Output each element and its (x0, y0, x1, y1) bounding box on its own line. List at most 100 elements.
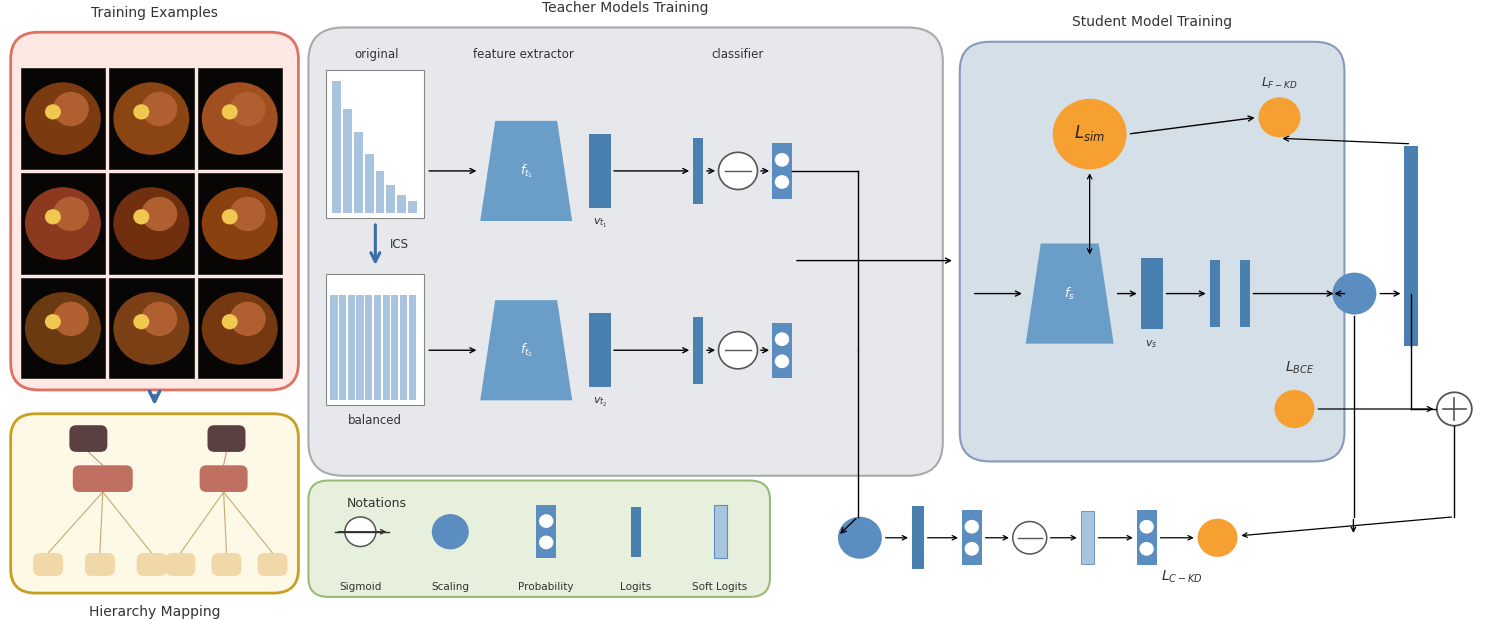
Bar (347, 295, 355, 401)
Bar (330, 295, 337, 401)
Circle shape (202, 187, 278, 260)
Circle shape (221, 314, 238, 329)
Circle shape (1332, 273, 1377, 314)
Polygon shape (1026, 244, 1114, 343)
Bar (198, 174, 282, 273)
Bar (365, 295, 373, 401)
Circle shape (838, 517, 882, 559)
Text: Scaling: Scaling (431, 582, 469, 591)
Text: Logits: Logits (621, 582, 652, 591)
Bar (365, 154, 374, 213)
Bar (590, 134, 612, 208)
Circle shape (141, 197, 177, 231)
Bar (386, 185, 395, 213)
Circle shape (113, 82, 189, 155)
Bar (327, 71, 425, 218)
Circle shape (432, 514, 469, 549)
Circle shape (25, 82, 101, 155)
Bar (391, 295, 398, 401)
Circle shape (1258, 97, 1301, 138)
Bar (343, 108, 352, 213)
FancyBboxPatch shape (10, 414, 298, 593)
Circle shape (539, 536, 554, 549)
Bar (374, 295, 382, 401)
Circle shape (221, 104, 238, 120)
Text: $v_s$: $v_s$ (1145, 339, 1158, 350)
Circle shape (965, 520, 979, 534)
Text: feature extractor: feature extractor (472, 48, 573, 61)
Bar (21, 68, 105, 169)
Bar (772, 143, 792, 198)
Text: ICS: ICS (391, 239, 410, 252)
Circle shape (775, 153, 789, 167)
Circle shape (1053, 99, 1127, 169)
Bar (1140, 258, 1163, 329)
Text: balanced: balanced (349, 414, 402, 427)
FancyBboxPatch shape (70, 425, 107, 452)
FancyBboxPatch shape (959, 42, 1344, 461)
Circle shape (53, 302, 89, 336)
Bar (962, 510, 982, 565)
Circle shape (113, 292, 189, 365)
Text: Hierarchy Mapping: Hierarchy Mapping (89, 606, 220, 619)
Text: $v_{t_1}$: $v_{t_1}$ (593, 217, 607, 230)
Circle shape (1197, 519, 1237, 557)
Circle shape (719, 332, 757, 369)
Circle shape (1013, 521, 1047, 554)
Bar (408, 202, 417, 213)
Bar (376, 171, 385, 213)
Circle shape (221, 209, 238, 224)
Circle shape (1437, 392, 1472, 426)
Bar (333, 81, 342, 213)
Text: Notations: Notations (346, 497, 407, 510)
Circle shape (134, 104, 150, 120)
Circle shape (45, 314, 61, 329)
Circle shape (965, 542, 979, 556)
Bar (339, 295, 346, 401)
Circle shape (1139, 520, 1154, 534)
Circle shape (53, 92, 89, 126)
Text: $L_{BCE}$: $L_{BCE}$ (1285, 359, 1314, 376)
Bar (108, 68, 193, 169)
FancyBboxPatch shape (199, 465, 248, 492)
Bar (1210, 260, 1219, 327)
Text: $L_{C-KD}$: $L_{C-KD}$ (1161, 569, 1203, 585)
FancyBboxPatch shape (85, 553, 114, 576)
Text: $f_s$: $f_s$ (1065, 286, 1075, 302)
Bar (396, 195, 405, 213)
Bar (912, 507, 924, 569)
FancyBboxPatch shape (10, 32, 298, 390)
Circle shape (45, 104, 61, 120)
Text: original: original (353, 48, 398, 61)
Circle shape (230, 92, 266, 126)
Circle shape (1274, 390, 1314, 428)
Text: Student Model Training: Student Model Training (1072, 16, 1233, 29)
Bar (383, 295, 389, 401)
FancyBboxPatch shape (257, 553, 288, 576)
Bar (198, 278, 282, 378)
Text: $f_{t_1}$: $f_{t_1}$ (520, 162, 533, 180)
Circle shape (775, 332, 789, 346)
FancyBboxPatch shape (211, 553, 242, 576)
Text: $v_{t_2}$: $v_{t_2}$ (593, 396, 607, 409)
Bar (21, 278, 105, 378)
Bar (198, 68, 282, 169)
Bar (590, 313, 612, 388)
Circle shape (345, 517, 376, 546)
FancyBboxPatch shape (208, 425, 245, 452)
Bar (1405, 146, 1418, 346)
Bar (536, 505, 557, 559)
Bar (21, 174, 105, 273)
FancyBboxPatch shape (309, 480, 771, 597)
Circle shape (230, 302, 266, 336)
Bar (356, 295, 364, 401)
Bar (1081, 511, 1094, 564)
Circle shape (230, 197, 266, 231)
Bar (108, 174, 193, 273)
Bar (408, 295, 416, 401)
Bar (693, 138, 702, 205)
Circle shape (775, 175, 789, 189)
Circle shape (134, 314, 150, 329)
FancyBboxPatch shape (165, 553, 196, 576)
Bar (353, 132, 362, 213)
